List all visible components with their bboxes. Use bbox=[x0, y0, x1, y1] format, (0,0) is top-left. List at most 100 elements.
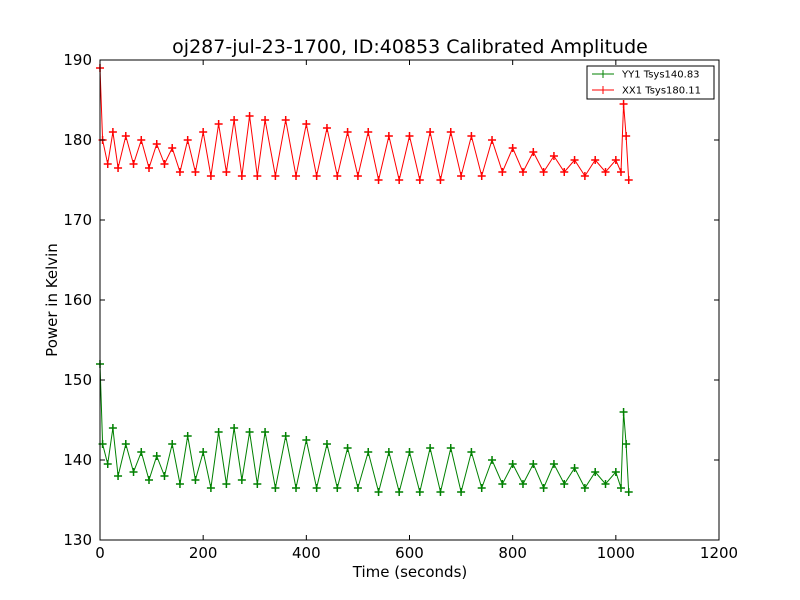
series-layer bbox=[96, 64, 633, 496]
data-point bbox=[253, 480, 262, 488]
data-point bbox=[467, 448, 476, 456]
x-axis-label: Time (seconds) bbox=[352, 563, 468, 581]
y-tick-label: 160 bbox=[63, 291, 92, 309]
data-point bbox=[206, 172, 215, 180]
y-tick-label: 130 bbox=[63, 531, 92, 549]
data-point bbox=[518, 168, 527, 176]
series-2 bbox=[96, 64, 633, 184]
data-point bbox=[145, 164, 154, 172]
data-point bbox=[108, 424, 117, 432]
data-point bbox=[457, 488, 466, 496]
data-point bbox=[168, 440, 177, 448]
data-point bbox=[395, 488, 404, 496]
data-point bbox=[405, 132, 414, 140]
x-tick-label: 0 bbox=[95, 544, 105, 562]
data-point bbox=[145, 476, 154, 484]
data-point bbox=[508, 460, 517, 468]
y-tick-label: 150 bbox=[63, 371, 92, 389]
data-point bbox=[446, 444, 455, 452]
data-point bbox=[253, 172, 262, 180]
data-point bbox=[160, 160, 169, 168]
data-point bbox=[343, 444, 352, 452]
y-tick-label: 170 bbox=[63, 211, 92, 229]
data-point bbox=[446, 128, 455, 136]
data-point bbox=[183, 136, 192, 144]
data-point bbox=[103, 160, 112, 168]
data-point bbox=[570, 156, 579, 164]
y-tick-label: 140 bbox=[63, 451, 92, 469]
data-point bbox=[261, 116, 270, 124]
data-point bbox=[601, 168, 610, 176]
data-point bbox=[467, 132, 476, 140]
data-point bbox=[622, 440, 631, 448]
series-line-2 bbox=[99, 67, 630, 181]
data-point bbox=[292, 484, 301, 492]
data-point bbox=[206, 484, 215, 492]
data-point bbox=[152, 452, 161, 460]
data-point bbox=[121, 440, 130, 448]
data-point bbox=[457, 172, 466, 180]
series-line-1 bbox=[99, 363, 630, 494]
data-point bbox=[624, 488, 633, 496]
legend-entry-xx1: XX1 Tsys180.11 bbox=[592, 86, 701, 97]
data-point bbox=[436, 488, 445, 496]
data-point bbox=[529, 460, 538, 468]
data-point bbox=[488, 456, 497, 464]
data-point bbox=[114, 472, 123, 480]
data-point bbox=[436, 176, 445, 184]
data-point bbox=[498, 168, 507, 176]
plot-area-frame bbox=[99, 59, 720, 541]
data-point bbox=[199, 448, 208, 456]
data-point bbox=[292, 172, 301, 180]
data-point bbox=[591, 156, 600, 164]
data-point bbox=[364, 128, 373, 136]
data-point bbox=[624, 176, 633, 184]
data-point bbox=[570, 464, 579, 472]
y-axis-label: Power in Kelvin bbox=[43, 243, 61, 357]
data-point bbox=[160, 472, 169, 480]
data-point bbox=[549, 460, 558, 468]
data-point bbox=[191, 168, 200, 176]
data-point bbox=[214, 428, 223, 436]
data-point bbox=[426, 128, 435, 136]
data-point bbox=[343, 128, 352, 136]
data-point bbox=[302, 120, 311, 128]
data-point bbox=[477, 484, 486, 492]
data-point bbox=[129, 160, 138, 168]
data-point bbox=[353, 172, 362, 180]
data-point bbox=[271, 484, 280, 492]
legend-label-xx1: XX1 Tsys180.11 bbox=[622, 86, 701, 97]
data-point bbox=[312, 484, 321, 492]
data-point bbox=[508, 144, 517, 152]
data-point bbox=[322, 124, 331, 132]
data-point bbox=[237, 172, 246, 180]
x-tick-label: 400 bbox=[292, 544, 321, 562]
data-point bbox=[333, 484, 342, 492]
data-point bbox=[560, 168, 569, 176]
data-point bbox=[539, 484, 548, 492]
data-point bbox=[591, 468, 600, 476]
data-point bbox=[137, 448, 146, 456]
data-point bbox=[384, 132, 393, 140]
data-point bbox=[137, 136, 146, 144]
data-point bbox=[619, 100, 628, 108]
data-point bbox=[374, 488, 383, 496]
data-point bbox=[611, 468, 620, 476]
x-tick-label: 600 bbox=[395, 544, 424, 562]
data-point bbox=[103, 460, 112, 468]
data-point bbox=[175, 168, 184, 176]
data-point bbox=[374, 176, 383, 184]
data-point bbox=[175, 480, 184, 488]
data-point bbox=[281, 116, 290, 124]
data-point bbox=[261, 428, 270, 436]
data-point bbox=[237, 476, 246, 484]
data-point bbox=[539, 168, 548, 176]
data-point bbox=[601, 480, 610, 488]
data-point bbox=[498, 480, 507, 488]
data-point bbox=[114, 164, 123, 172]
legend-marker-yy1 bbox=[599, 70, 607, 78]
data-point bbox=[271, 172, 280, 180]
data-point bbox=[191, 476, 200, 484]
data-point bbox=[302, 436, 311, 444]
